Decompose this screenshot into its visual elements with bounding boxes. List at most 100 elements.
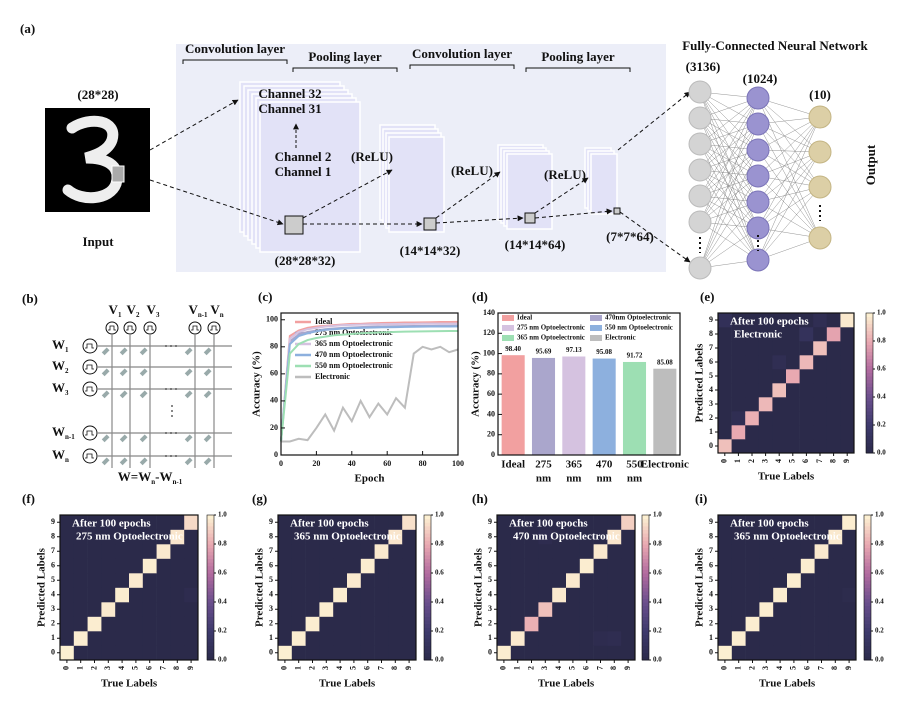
heatmap-cell bbox=[813, 313, 828, 328]
series-line bbox=[281, 345, 459, 443]
colorbar-step bbox=[424, 544, 431, 549]
x-tick-label: 0 bbox=[62, 666, 71, 670]
heatmap-cell bbox=[772, 411, 787, 426]
heatmap-cell bbox=[184, 631, 199, 646]
connection bbox=[757, 201, 821, 239]
heatmap-cell bbox=[745, 327, 760, 342]
colorbar-tick-label: 0.4 bbox=[653, 598, 662, 606]
heatmap-cell bbox=[826, 341, 841, 356]
x-tick-label: 3 bbox=[103, 666, 112, 670]
heatmap-cell bbox=[101, 616, 116, 632]
y-tick-label: 0 bbox=[491, 450, 495, 459]
plot-frame bbox=[717, 514, 857, 661]
heatmap-cell bbox=[184, 558, 199, 574]
heatmap-cell bbox=[842, 645, 857, 661]
colorbar-step bbox=[866, 442, 873, 447]
colorbar-step bbox=[207, 536, 214, 541]
colorbar-step bbox=[864, 580, 871, 585]
heatmap-cell bbox=[814, 602, 829, 617]
colorbar-step bbox=[207, 641, 214, 646]
heatmap-cell bbox=[552, 631, 567, 646]
heatmap-cell bbox=[718, 558, 733, 574]
heatmap-cell bbox=[510, 573, 525, 588]
heatmap-cell bbox=[73, 558, 88, 574]
colorbar-step bbox=[864, 569, 871, 574]
pulse-source bbox=[82, 359, 98, 375]
colorbar-step bbox=[424, 547, 431, 552]
kernel bbox=[524, 212, 536, 224]
colorbar-step bbox=[207, 616, 214, 621]
heatmap-cell bbox=[87, 558, 102, 574]
heatmap-cell bbox=[813, 425, 828, 440]
row-label-sub: n bbox=[65, 456, 69, 464]
connection bbox=[757, 116, 821, 177]
panel-label: (f) bbox=[22, 491, 35, 506]
heatmap-cell bbox=[73, 616, 88, 632]
y-tick-label: 60 bbox=[487, 389, 495, 398]
y-tick-label: 1 bbox=[269, 633, 273, 642]
heatmap-cell bbox=[278, 645, 293, 661]
heatmap-cell bbox=[87, 587, 102, 603]
memristor bbox=[119, 457, 128, 466]
x-tick-label: 5 bbox=[349, 666, 358, 670]
y-axis-title: Predicted Labels bbox=[36, 547, 48, 627]
y-tick-label: 3 bbox=[488, 604, 492, 613]
column-label-sub: n-1 bbox=[198, 311, 208, 319]
heatmap-cell bbox=[842, 544, 857, 559]
connection bbox=[757, 149, 821, 239]
heatmap-cell bbox=[347, 515, 362, 530]
heatmap-cell bbox=[524, 544, 539, 559]
connection bbox=[699, 97, 759, 145]
heatmap-cell bbox=[759, 515, 774, 530]
colorbar-step bbox=[424, 525, 431, 530]
colorbar-step bbox=[424, 518, 431, 523]
bar bbox=[653, 368, 677, 455]
heatmap-cell bbox=[305, 544, 320, 559]
heatmap-cell bbox=[566, 631, 581, 646]
heatmap-cell bbox=[156, 529, 171, 545]
y-tick-label: 9 bbox=[488, 517, 492, 526]
colorbar-step bbox=[642, 638, 649, 643]
column-label-base: V bbox=[188, 302, 198, 317]
fcn-size: (3136) bbox=[686, 59, 721, 74]
x-tick-label: 5 bbox=[789, 666, 798, 670]
colorbar-step bbox=[866, 376, 873, 380]
heatmap-cell bbox=[60, 544, 75, 559]
colorbar-step bbox=[866, 334, 873, 338]
heatmap-cell bbox=[388, 544, 403, 559]
heatmap-cell bbox=[402, 544, 417, 559]
connection bbox=[757, 151, 821, 203]
heatmap-cell bbox=[814, 616, 829, 632]
heatmap-cell bbox=[787, 631, 802, 646]
colorbar-step bbox=[642, 649, 649, 654]
colorbar-step bbox=[424, 616, 431, 621]
heatmap-cell bbox=[745, 355, 760, 370]
heatmap-cell bbox=[333, 515, 348, 530]
heatmap-cell bbox=[142, 631, 157, 646]
heatmap-cell bbox=[607, 544, 622, 559]
heatmap-cell bbox=[718, 631, 733, 646]
colorbar-step bbox=[642, 612, 649, 617]
pulse-icon bbox=[85, 386, 94, 392]
heatmap-cell bbox=[305, 529, 320, 545]
y-tick-label: 20 bbox=[270, 423, 278, 432]
channel-label: Channel 32 bbox=[258, 86, 321, 101]
colorbar-step bbox=[864, 594, 871, 599]
y-tick-label: 0 bbox=[488, 648, 492, 657]
connection bbox=[757, 175, 821, 239]
heatmap-cell bbox=[184, 529, 199, 545]
heatmap-cell bbox=[87, 616, 102, 632]
colorbar-tick-label: 1.0 bbox=[653, 511, 662, 519]
heatmap-cell bbox=[510, 544, 525, 559]
heatmap-cell bbox=[800, 602, 815, 617]
colorbar-step bbox=[207, 558, 214, 563]
y-tick-label: 3 bbox=[709, 399, 713, 408]
heatmap-cell bbox=[745, 645, 760, 661]
pulse-icon bbox=[108, 325, 116, 331]
colorbar-step bbox=[864, 536, 871, 541]
heatmap-cell bbox=[607, 602, 622, 617]
legend-swatch bbox=[590, 325, 602, 331]
heatmap-cell bbox=[731, 327, 746, 342]
pulse-source bbox=[207, 321, 221, 335]
heatmap-cell bbox=[718, 529, 733, 545]
